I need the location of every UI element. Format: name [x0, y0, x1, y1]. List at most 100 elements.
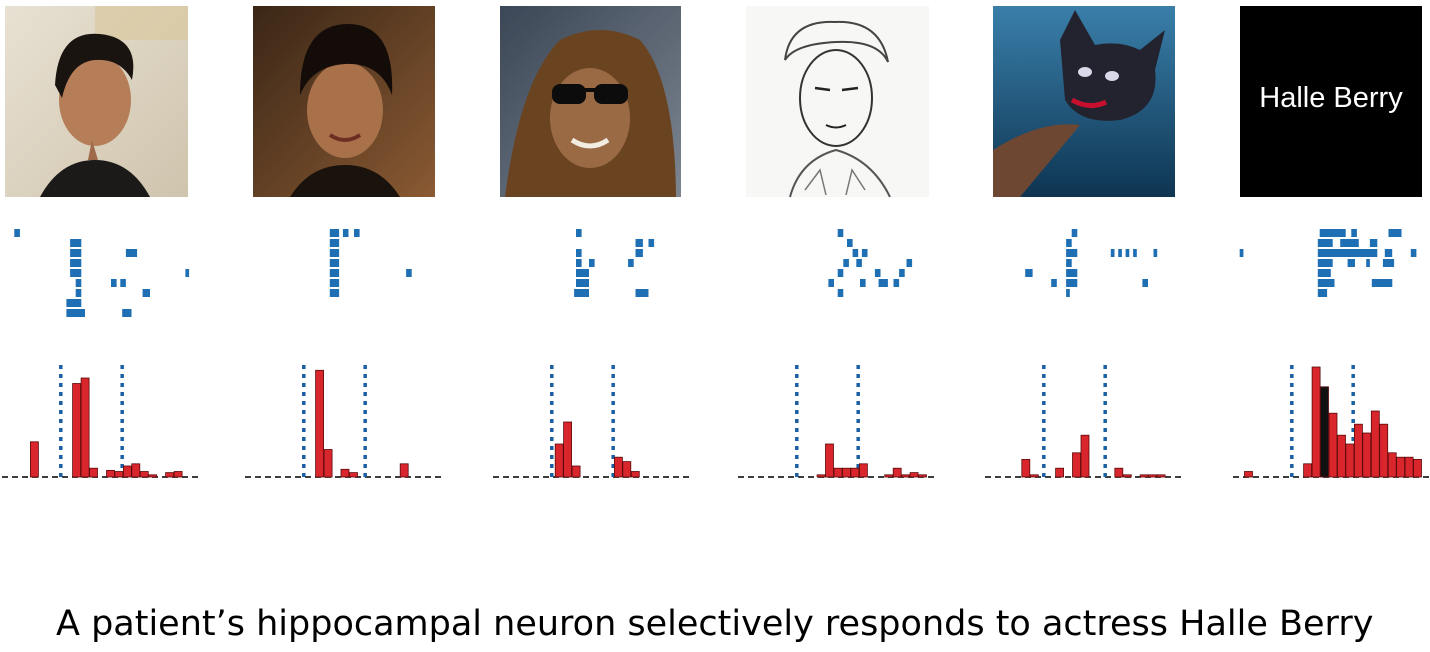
spike-tick — [860, 279, 866, 287]
histogram-bar — [859, 463, 868, 478]
histogram-bar — [1387, 452, 1397, 478]
histogram-bar — [29, 441, 39, 478]
histogram-bar — [892, 467, 902, 478]
spike-tick — [837, 229, 844, 237]
spike-tick — [1153, 249, 1158, 257]
spike-rasters — [14, 229, 1417, 317]
spike-tick — [1066, 249, 1078, 257]
spike-tick — [329, 249, 340, 257]
histogram-bar — [1354, 423, 1363, 478]
spike-tick — [1239, 249, 1244, 257]
spike-tick — [1384, 249, 1393, 257]
spike-tick — [1066, 259, 1072, 267]
spike-tick — [878, 279, 888, 287]
histogram-bar — [131, 463, 141, 478]
histogram-bar — [1320, 386, 1329, 478]
figure-caption: A patient’s hippocampal neuron selective… — [56, 604, 1374, 644]
raster-photo-1 — [14, 229, 190, 317]
spike-tick — [574, 289, 589, 297]
spike-tick — [1317, 289, 1328, 297]
histogram-bar — [563, 421, 572, 478]
histogram-bar — [173, 471, 183, 478]
histogram-bar — [1337, 434, 1346, 478]
spike-tick — [125, 249, 138, 257]
spike-tick — [899, 269, 905, 277]
histogram-photo-5 — [985, 365, 1182, 478]
histogram-bar — [1139, 474, 1149, 478]
spike-tick — [329, 269, 340, 277]
raster-photo-2 — [329, 229, 412, 297]
histogram-bar — [842, 467, 851, 478]
stimulus-photo-3 — [500, 6, 681, 197]
histogram-bar — [630, 471, 640, 478]
stimulus-name-card: Halle Berry — [1240, 6, 1422, 197]
stimulus-sketch-4 — [746, 6, 929, 198]
histogram-bar — [1370, 410, 1380, 478]
spike-tick — [1051, 279, 1057, 287]
histogram-bar — [825, 443, 834, 478]
stimulus-photo-5 — [993, 6, 1175, 197]
spike-tick — [1382, 259, 1395, 267]
spike-tick — [837, 269, 844, 277]
raster-photo-3 — [574, 229, 655, 297]
spike-tick — [837, 289, 844, 297]
histogram-bar — [1345, 443, 1355, 478]
spike-tick — [1317, 279, 1335, 287]
histogram-bar — [323, 449, 333, 478]
histogram-bar — [80, 377, 90, 478]
spike-tick — [1366, 259, 1370, 267]
histogram-bar — [1072, 452, 1081, 478]
spike-tick — [1142, 279, 1148, 287]
stimulus-photo-1 — [5, 6, 188, 197]
spike-tick — [576, 249, 582, 257]
spike-tick — [406, 269, 412, 277]
spike-tick — [1110, 249, 1115, 257]
histogram-bar — [918, 474, 927, 478]
histogram-bar — [1114, 467, 1124, 478]
spike-tick — [1319, 229, 1346, 237]
histogram-bar — [165, 472, 175, 478]
histogram-bar — [571, 465, 581, 478]
spike-tick — [1351, 229, 1357, 237]
spike-tick — [843, 259, 849, 267]
spike-tick — [861, 249, 868, 257]
histogram-bar — [884, 474, 894, 478]
spike-tick — [635, 239, 643, 247]
spike-tick — [1340, 239, 1359, 247]
spike-tick — [1066, 269, 1078, 277]
histogram-bar — [1122, 474, 1132, 478]
histogram-bar — [89, 467, 98, 478]
histogram-bar — [833, 467, 843, 478]
spike-tick — [329, 239, 340, 247]
spike-tick — [856, 259, 862, 267]
histogram-bar — [399, 463, 409, 478]
histogram-photo-4 — [738, 365, 935, 478]
spike-tick — [576, 259, 582, 267]
spike-tick — [874, 269, 881, 277]
spike-tick — [1125, 249, 1130, 257]
spike-tick — [1369, 239, 1378, 247]
spike-tick — [1066, 279, 1078, 287]
spike-tick — [66, 299, 82, 307]
spike-tick — [648, 239, 655, 247]
spike-tick — [852, 249, 859, 257]
raster-name-card — [1239, 229, 1417, 297]
spike-tick — [1133, 249, 1137, 257]
histogram-bar — [1156, 474, 1166, 478]
spike-tick — [1317, 249, 1378, 257]
spike-tick — [122, 309, 132, 317]
raster-photo-4 — [828, 229, 913, 297]
histogram-bar — [1244, 471, 1253, 478]
histogram-bar — [622, 461, 632, 478]
spike-tick — [1066, 239, 1072, 247]
response-histograms — [2, 365, 1430, 478]
spike-tick — [342, 229, 349, 237]
histogram-bar — [1055, 467, 1064, 478]
spike-tick — [70, 239, 82, 247]
histogram-bar — [148, 474, 158, 478]
histogram-photo-1 — [2, 365, 199, 478]
spike-tick — [628, 259, 634, 267]
spike-tick — [70, 269, 82, 277]
histogram-photo-2 — [245, 365, 442, 478]
histogram-bar — [1396, 456, 1405, 478]
